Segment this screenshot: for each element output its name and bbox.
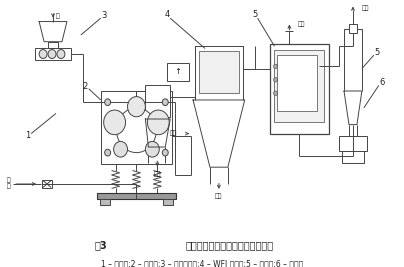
Bar — [42, 179, 52, 189]
Text: 3: 3 — [101, 11, 106, 21]
Text: 图3: 图3 — [95, 241, 107, 251]
Text: 6: 6 — [379, 77, 385, 87]
Circle shape — [104, 110, 126, 135]
Bar — [195, 46, 243, 100]
Circle shape — [39, 50, 47, 58]
Bar — [167, 63, 189, 81]
Bar — [274, 50, 324, 122]
Circle shape — [117, 108, 156, 153]
Bar — [48, 42, 58, 48]
Text: 废气: 废气 — [298, 21, 305, 27]
Text: 1: 1 — [25, 131, 31, 140]
Bar — [199, 51, 239, 93]
Circle shape — [162, 99, 168, 105]
Text: 次风: 次风 — [169, 131, 177, 136]
Circle shape — [128, 97, 145, 117]
Text: 气: 气 — [6, 183, 10, 189]
Text: 4: 4 — [164, 10, 170, 19]
Circle shape — [147, 110, 169, 135]
Bar — [349, 24, 357, 33]
Bar — [342, 151, 364, 163]
Circle shape — [114, 142, 128, 157]
Bar — [145, 85, 170, 117]
Text: 2: 2 — [82, 82, 87, 91]
Bar — [35, 48, 71, 60]
Polygon shape — [344, 91, 362, 125]
Text: 5: 5 — [252, 10, 257, 19]
Circle shape — [274, 91, 278, 96]
Circle shape — [48, 50, 56, 58]
Circle shape — [57, 50, 65, 58]
Text: 空: 空 — [6, 178, 10, 183]
Bar — [278, 55, 317, 111]
Polygon shape — [39, 22, 67, 42]
Bar — [100, 199, 109, 205]
Circle shape — [162, 149, 168, 156]
Circle shape — [274, 64, 278, 69]
Bar — [163, 199, 173, 205]
Text: 1 – 混合器;2 – 振动磨;3 – 螺旋加料器;4 – WFJ 分级机;5 – 捕集器;6 – 引风机: 1 – 混合器;2 – 振动磨;3 – 螺旋加料器;4 – WFJ 分级机;5 … — [101, 260, 303, 267]
Text: 5: 5 — [374, 48, 379, 57]
Circle shape — [145, 142, 159, 157]
Text: ↑: ↑ — [175, 68, 182, 76]
Bar — [97, 193, 176, 199]
Bar — [101, 91, 172, 164]
Polygon shape — [193, 100, 245, 167]
Bar — [344, 29, 362, 91]
Circle shape — [105, 149, 111, 156]
Bar — [269, 44, 329, 134]
Circle shape — [274, 78, 278, 82]
Text: 细粉: 细粉 — [215, 194, 223, 199]
Text: 料: 料 — [56, 13, 60, 19]
Text: 粗粉: 粗粉 — [154, 171, 161, 177]
Polygon shape — [145, 119, 170, 147]
Text: 废气: 废气 — [362, 5, 370, 11]
Bar — [339, 136, 367, 151]
Text: 振动磨与超细分级机闭路粉碎工艺: 振动磨与超细分级机闭路粉碎工艺 — [186, 241, 274, 251]
Circle shape — [105, 99, 111, 105]
